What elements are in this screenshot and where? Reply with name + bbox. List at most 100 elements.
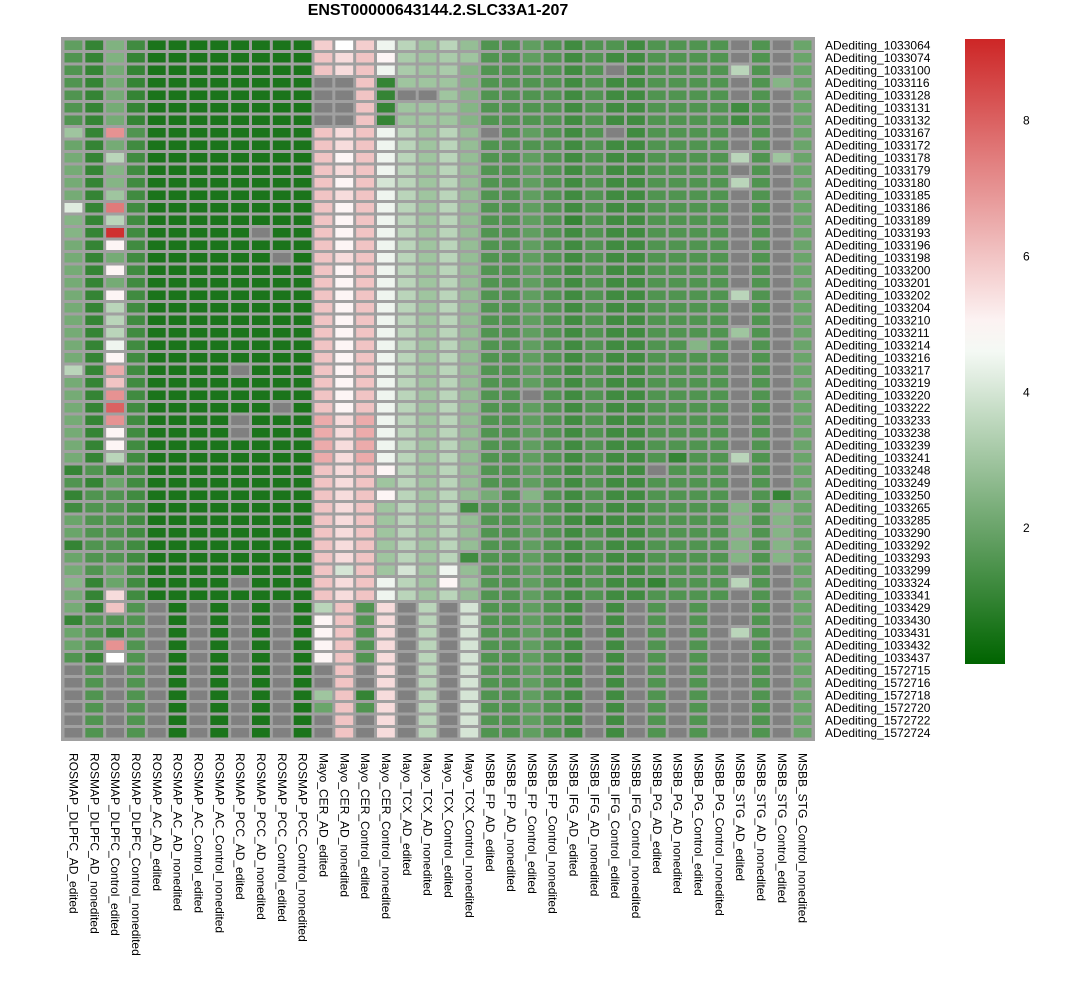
heatmap-cell	[356, 403, 374, 413]
heatmap-cell	[127, 153, 145, 163]
heatmap-cell	[418, 303, 437, 313]
heatmap-cell	[627, 440, 645, 450]
heatmap-cell	[439, 615, 458, 625]
heatmap-cell	[543, 615, 562, 625]
heatmap-cell	[64, 153, 83, 163]
heatmap-cell	[585, 215, 604, 225]
heatmap-cell	[189, 90, 208, 100]
heatmap-cell	[772, 340, 791, 350]
heatmap-cell	[522, 315, 541, 325]
heatmap-cell	[731, 628, 749, 638]
heatmap-cell	[189, 265, 208, 275]
heatmap-cell	[85, 215, 104, 225]
heatmap-cell	[293, 215, 312, 225]
heatmap-cell	[293, 65, 312, 75]
heatmap-cell	[731, 90, 749, 100]
heatmap-cell	[127, 115, 145, 125]
heatmap-cell	[397, 253, 416, 263]
heatmap-cell	[564, 65, 583, 75]
heatmap-cell	[772, 678, 791, 688]
heatmap-cell	[543, 203, 562, 213]
heatmap-cell	[564, 303, 583, 313]
heatmap-cell	[585, 140, 604, 150]
row-label: ADediting_1033172	[825, 138, 931, 152]
heatmap-cell	[731, 40, 749, 50]
heatmap-cell	[710, 203, 729, 213]
heatmap-cell	[627, 65, 645, 75]
column-label: MSBB_IFG_Control_edited	[608, 753, 622, 898]
heatmap-cell	[210, 203, 229, 213]
heatmap-cell	[731, 665, 749, 675]
heatmap-cell	[231, 365, 249, 375]
heatmap-cell	[752, 103, 770, 113]
heatmap-cell	[377, 615, 395, 625]
heatmap-cell	[460, 103, 479, 113]
heatmap-cell	[793, 178, 812, 188]
heatmap-cell	[647, 215, 666, 225]
heatmap-cell	[772, 378, 791, 388]
heatmap-cell	[543, 428, 562, 438]
heatmap-cell	[606, 590, 624, 600]
heatmap-cell	[793, 465, 812, 475]
heatmap-cell	[335, 465, 354, 475]
heatmap-cell	[127, 78, 145, 88]
heatmap-cell	[272, 528, 291, 538]
heatmap-cell	[335, 565, 354, 575]
heatmap-cell	[460, 728, 479, 738]
row-label: ADediting_1033186	[825, 201, 931, 215]
heatmap-cell	[731, 78, 749, 88]
heatmap-cell	[668, 90, 687, 100]
heatmap-cell	[314, 515, 333, 525]
heatmap-cell	[460, 215, 479, 225]
heatmap-cell	[439, 365, 458, 375]
heatmap-cell	[627, 303, 645, 313]
heatmap-cell	[335, 278, 354, 288]
heatmap-cell	[564, 603, 583, 613]
heatmap-cell	[647, 578, 666, 588]
heatmap-cell	[668, 253, 687, 263]
heatmap-cell	[293, 578, 312, 588]
heatmap-cell	[293, 503, 312, 513]
heatmap-cell	[356, 590, 374, 600]
heatmap-cell	[335, 540, 354, 550]
heatmap-cell	[585, 40, 604, 50]
heatmap-cell	[147, 715, 166, 725]
heatmap-cell	[418, 78, 437, 88]
heatmap-cell	[731, 503, 749, 513]
heatmap-cell	[606, 728, 624, 738]
heatmap-cell	[522, 715, 541, 725]
heatmap-cell	[418, 490, 437, 500]
heatmap-cell	[168, 428, 187, 438]
heatmap-cell	[356, 478, 374, 488]
heatmap-cell	[647, 478, 666, 488]
heatmap-cell	[314, 103, 333, 113]
heatmap-cell	[543, 478, 562, 488]
column-label: ROSMAP_PCC_AD_edited	[233, 753, 247, 900]
heatmap-cell	[606, 490, 624, 500]
heatmap-cell	[564, 165, 583, 175]
heatmap-cell	[210, 503, 229, 513]
heatmap-cell	[793, 303, 812, 313]
heatmap-cell	[272, 378, 291, 388]
heatmap-cell	[439, 203, 458, 213]
heatmap-cell	[564, 253, 583, 263]
heatmap-cell	[606, 615, 624, 625]
heatmap-cell	[564, 328, 583, 338]
heatmap-cell	[460, 503, 479, 513]
heatmap-cell	[689, 128, 708, 138]
heatmap-cell	[585, 340, 604, 350]
heatmap-cell	[397, 565, 416, 575]
heatmap-cell	[564, 678, 583, 688]
heatmap-cell	[397, 453, 416, 463]
heatmap-cell	[481, 315, 499, 325]
row-label: ADediting_1033210	[825, 313, 931, 327]
heatmap-cell	[314, 165, 333, 175]
heatmap-cell	[168, 153, 187, 163]
heatmap-cell	[731, 540, 749, 550]
heatmap-cell	[585, 440, 604, 450]
heatmap-cell	[564, 115, 583, 125]
heatmap-cell	[189, 415, 208, 425]
heatmap-cell	[710, 615, 729, 625]
heatmap-cell	[147, 178, 166, 188]
heatmap-cell	[564, 390, 583, 400]
